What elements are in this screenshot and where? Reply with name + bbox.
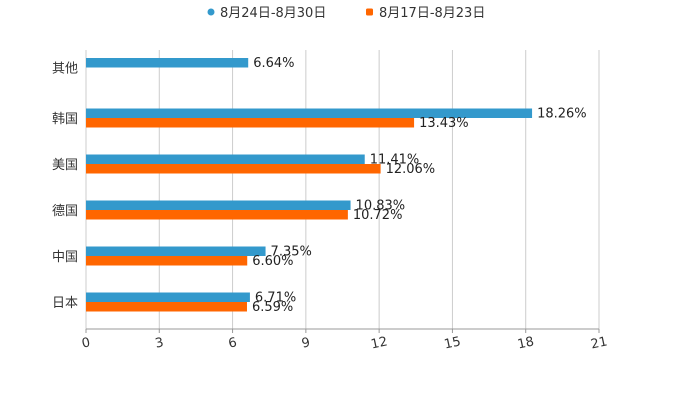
x-tick-label: 9 — [300, 335, 311, 351]
bar-series-1-5 — [86, 292, 250, 302]
x-axis: 0 3 6 9 12 15 18 21 — [80, 328, 609, 353]
bar-series-1-1 — [86, 108, 533, 118]
data-label-series-2: 6.60% — [252, 254, 293, 269]
data-label-series-1: 10.83% — [356, 199, 406, 214]
category-label: 其他 — [52, 62, 78, 77]
legend: 8月24日-8月30日 8月17日-8月23日 — [207, 6, 485, 21]
legend-label-series-2: 8月17日-8月23日 — [379, 6, 485, 21]
bar-series-2-1 — [86, 118, 415, 128]
bar-series-1-2 — [86, 154, 365, 164]
data-label-series-1: 6.64% — [253, 56, 294, 71]
bar-series-1-4 — [86, 246, 266, 256]
x-tick-label: 0 — [80, 335, 91, 351]
bar-series-2-4 — [86, 256, 248, 266]
bars — [86, 58, 533, 312]
category-label: 日本 — [52, 296, 78, 311]
x-tick-label: 18 — [516, 334, 535, 352]
bar-series-1-0 — [86, 58, 249, 68]
data-label-series-2: 6.59% — [252, 300, 293, 315]
data-label-series-1: 6.71% — [255, 291, 296, 306]
bar-series-2-2 — [86, 164, 381, 174]
bar-series-1-3 — [86, 200, 351, 210]
legend-label-series-1: 8月24日-8月30日 — [220, 6, 326, 21]
grid — [85, 50, 600, 329]
data-label-series-2: 13.43% — [419, 116, 469, 131]
data-label-series-2: 12.06% — [386, 162, 436, 177]
data-label-series-1: 18.26% — [537, 107, 587, 122]
category-label: 美国 — [52, 158, 78, 173]
data-labels: 6.64% 18.26% 11.41% 10.83% 7.35% 6.71% 13.43% 1… — [252, 56, 587, 315]
x-tick-label: 15 — [443, 334, 462, 352]
data-label-series-2: 10.72% — [353, 208, 403, 223]
category-label: 韩国 — [52, 112, 78, 127]
data-label-series-1: 7.35% — [271, 245, 312, 260]
category-label: 中国 — [52, 250, 78, 265]
x-tick-label: 6 — [227, 335, 238, 351]
x-tick-label: 3 — [154, 335, 165, 351]
legend-marker-series-1 — [207, 8, 215, 16]
data-label-series-1: 11.41% — [370, 153, 420, 168]
x-tick-label: 12 — [370, 334, 389, 352]
bar-series-2-3 — [86, 210, 348, 220]
category-label: 德国 — [52, 204, 78, 219]
legend-marker-series-2 — [366, 8, 373, 16]
x-tick-label: 21 — [589, 334, 608, 352]
bar-series-2-5 — [86, 302, 247, 312]
